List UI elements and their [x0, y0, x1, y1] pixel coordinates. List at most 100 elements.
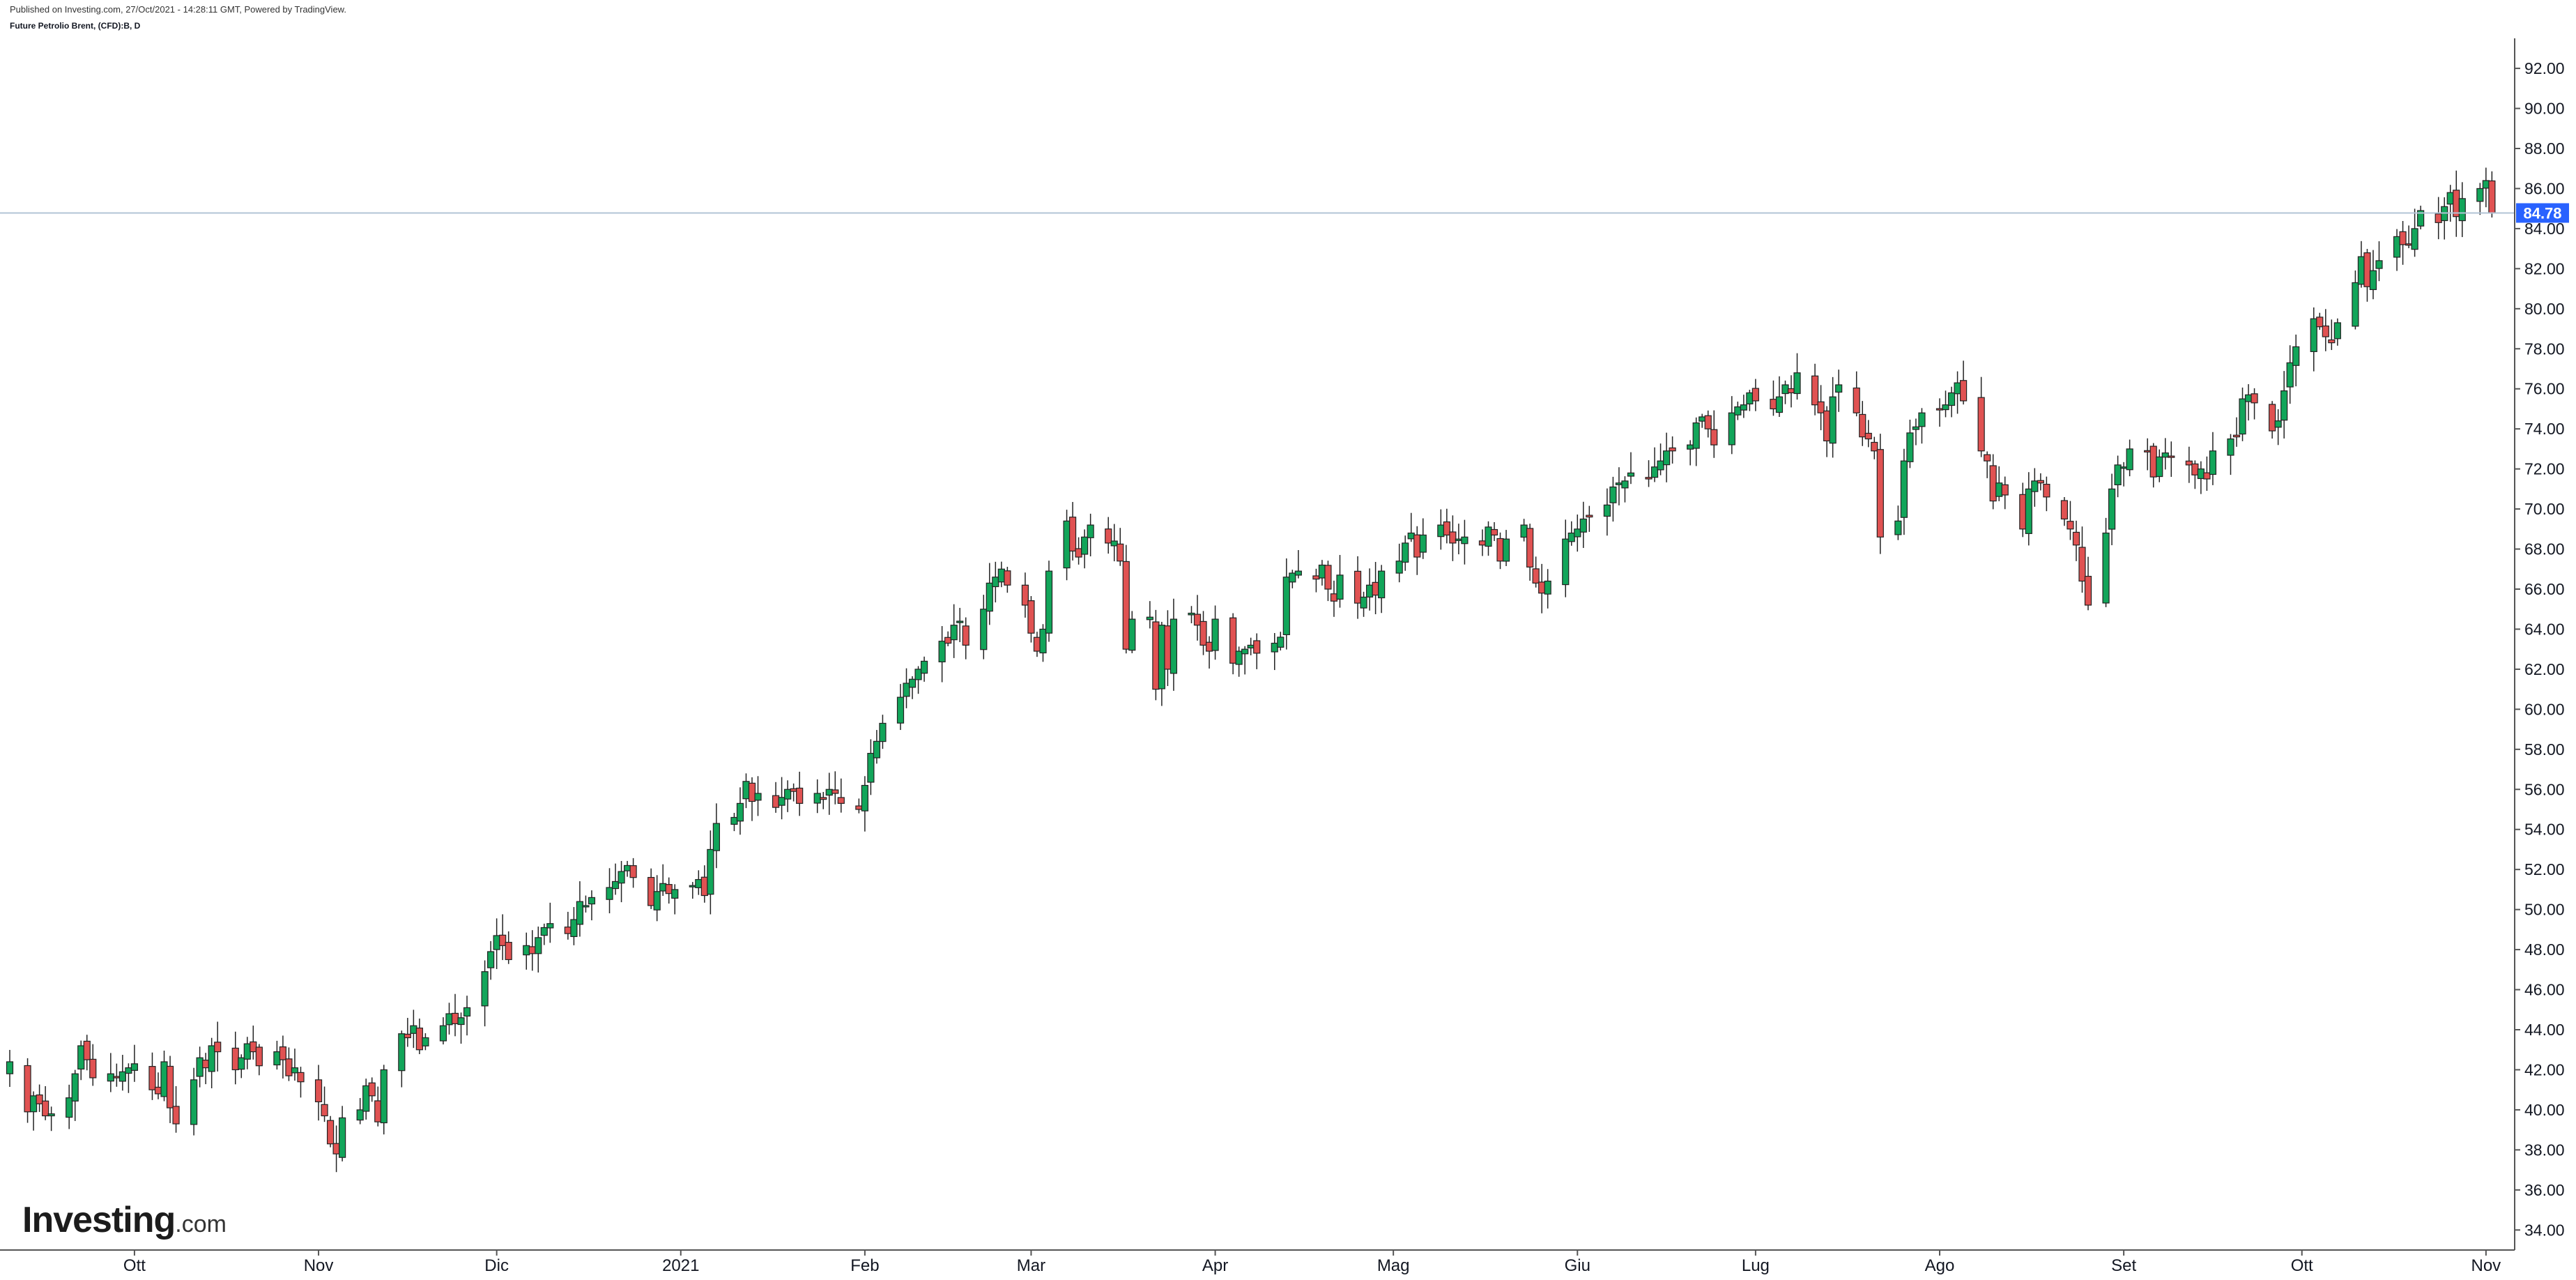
candle-body-down	[2019, 494, 2027, 530]
y-tick-label: 92.00	[2524, 59, 2565, 77]
candle	[2476, 183, 2484, 215]
candle	[291, 1049, 299, 1081]
candle-body-up	[1247, 644, 1255, 649]
candle-body-down	[297, 1072, 305, 1083]
candle-body-up	[1407, 532, 1415, 540]
candle	[629, 858, 637, 888]
candle-body-up	[1336, 574, 1344, 600]
x-tick-label: Apr	[1202, 1256, 1228, 1275]
candle	[66, 1084, 73, 1129]
candle-body-up	[920, 660, 928, 674]
x-tick-label: Giu	[1565, 1256, 1590, 1275]
candle	[2411, 208, 2418, 257]
candle	[380, 1065, 388, 1135]
candle	[1894, 505, 1902, 540]
candle-body-down	[1117, 543, 1124, 562]
candle	[2251, 388, 2258, 420]
candle-body-down	[1704, 415, 1712, 429]
candle	[2280, 371, 2288, 439]
candle	[1526, 524, 1534, 581]
candle-body-up	[273, 1051, 281, 1066]
candle	[611, 863, 620, 895]
candle	[914, 666, 922, 694]
candle-body-up	[730, 816, 738, 825]
candle	[1935, 398, 1944, 427]
candle-body-down	[2203, 472, 2211, 480]
candle-body-up	[2120, 466, 2128, 469]
candle	[231, 1031, 239, 1085]
candle	[540, 923, 548, 945]
candle-body-up	[2102, 532, 2110, 604]
candle	[1859, 401, 1866, 446]
candle	[1253, 633, 1261, 669]
candle	[1485, 521, 1492, 556]
candle	[1324, 561, 1332, 602]
candle-body-up	[914, 669, 922, 680]
candle	[285, 1047, 293, 1081]
x-tick-label: Dic	[484, 1256, 509, 1275]
candle-body-down	[1164, 625, 1172, 670]
candle-body-down	[166, 1065, 174, 1108]
candle-body-down	[1199, 620, 1207, 646]
candle-body-up	[2108, 488, 2116, 530]
candle-body-up	[997, 568, 1005, 583]
candle	[2393, 229, 2401, 271]
candle	[2197, 461, 2205, 494]
candle-body-up	[2369, 270, 2377, 291]
candle-body-down	[831, 789, 839, 794]
candle-body-down	[1526, 528, 1534, 568]
candle	[944, 631, 952, 646]
candle	[481, 960, 489, 1027]
candle-body-down	[2067, 521, 2074, 530]
candle	[1330, 580, 1338, 617]
candle	[2357, 241, 2366, 288]
candle-body-up	[2375, 260, 2383, 269]
candle-body-down	[2168, 455, 2175, 458]
candle	[2369, 250, 2377, 300]
candle	[980, 595, 988, 660]
candle	[588, 890, 596, 921]
candle	[695, 870, 703, 895]
candle	[796, 771, 804, 816]
candle-body-up	[1128, 618, 1136, 651]
candle	[1395, 543, 1403, 583]
candle-body-up	[1793, 372, 1801, 395]
candle-body-down	[1864, 432, 1872, 440]
y-tick-label: 72.00	[2524, 460, 2565, 478]
candle-body-up	[2239, 398, 2246, 435]
candle-body-up	[1775, 396, 1784, 413]
candle-body-up	[992, 577, 999, 588]
candle-body-up	[1045, 570, 1053, 634]
y-tick-label: 46.00	[2524, 981, 2565, 999]
candle-body-up	[1692, 422, 1700, 449]
x-tick-label: Nov	[304, 1256, 334, 1275]
candle-body-up	[1734, 406, 1742, 416]
candle-body-up	[956, 620, 964, 623]
candle	[2084, 556, 2092, 611]
candle	[1033, 632, 1041, 657]
candle-body-down	[1989, 465, 1997, 502]
candle	[166, 1056, 174, 1123]
candle	[505, 931, 512, 964]
candle	[6, 1049, 14, 1088]
candle-body-up	[463, 1007, 471, 1017]
axes-layer: 34.00 36.00 38.00 40.00 42.00 44.00 46.00 48.00…	[0, 38, 2569, 1275]
y-tick-label: 86.00	[2524, 179, 2565, 197]
y-tick-label: 34.00	[2524, 1221, 2565, 1239]
candle-body-down	[404, 1033, 411, 1039]
candle-body-down	[2078, 547, 2086, 582]
candle-body-up	[707, 848, 714, 895]
candle-body-up	[2280, 390, 2288, 421]
x-tick-label: Feb	[850, 1256, 879, 1275]
y-tick-label: 40.00	[2524, 1101, 2565, 1119]
candle	[172, 1085, 180, 1133]
candle-body-up	[2446, 192, 2454, 205]
candle-body-up	[339, 1117, 346, 1158]
candle	[1193, 595, 1202, 641]
candle	[879, 715, 887, 749]
candle-body-up	[1437, 524, 1445, 538]
candle	[2144, 438, 2152, 471]
candle	[1900, 448, 1908, 535]
candle	[1823, 406, 1831, 457]
